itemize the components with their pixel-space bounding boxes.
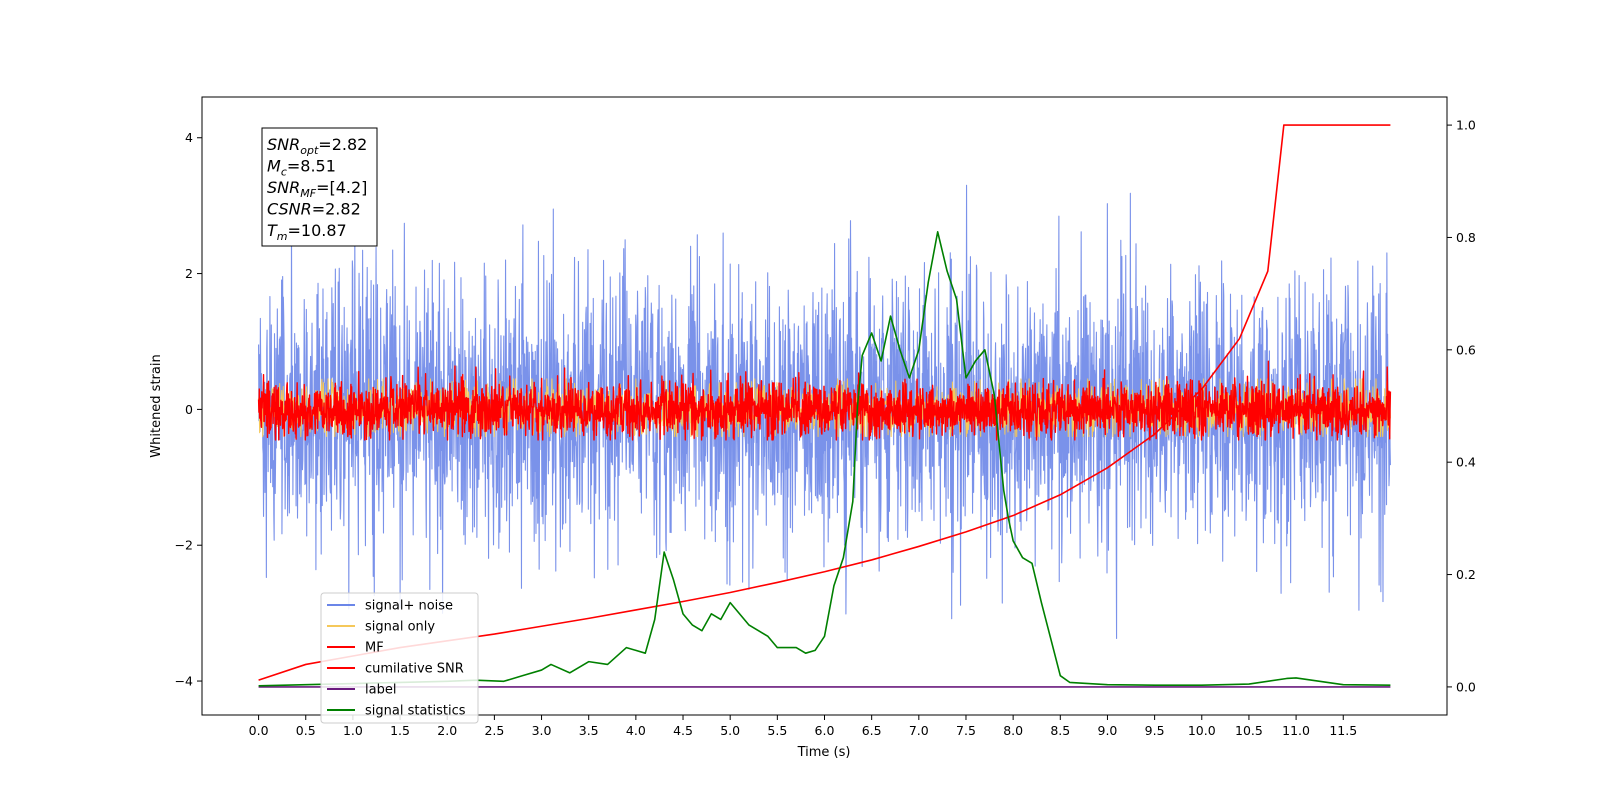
x-tick-label: 8.0: [1003, 723, 1023, 738]
x-tick-label: 2.0: [437, 723, 457, 738]
x-tick-label: 4.0: [626, 723, 646, 738]
x-tick-label: 9.0: [1098, 723, 1118, 738]
x-tick-label: 5.0: [720, 723, 740, 738]
y2-tick-label: 0.0: [1456, 679, 1476, 694]
y-tick-label: −4: [175, 674, 193, 689]
stats-line: Mc=8.51: [267, 157, 336, 179]
legend-entry: signal only: [365, 620, 435, 635]
x-tick-label: 11.5: [1329, 723, 1357, 738]
legend-box: [320, 592, 479, 724]
x-tick-label: 3.0: [532, 723, 552, 738]
y2-tick-label: 0.8: [1456, 230, 1476, 245]
y2-tick-label: 1.0: [1456, 118, 1476, 133]
series-line-mf: [257, 360, 1392, 441]
y-tick-label: 4: [185, 130, 193, 145]
x-tick-label: 9.5: [1145, 723, 1165, 738]
legend-entry: cumilative SNR: [365, 662, 464, 677]
x-tick-label: 11.0: [1282, 723, 1310, 738]
x-tick-label: 5.5: [767, 723, 787, 738]
x-axis: 0.0 0.5 1.0 1.5 2.0 2.5 3.0 3.5 4.0 4.5 5.0 5.5 6.0 6…: [249, 715, 1357, 738]
y-axis-right: 0.0 0.2 0.4 0.6 0.8 1.0: [1447, 118, 1476, 694]
x-tick-label: 10.0: [1188, 723, 1216, 738]
x-tick-label: 0.0: [249, 723, 269, 738]
legend-entry: MF: [365, 641, 384, 656]
y2-tick-label: 0.4: [1456, 455, 1476, 470]
x-tick-label: 6.0: [815, 723, 835, 738]
x-tick-label: 8.5: [1050, 723, 1070, 738]
y-axis-label: Whitened strain: [149, 354, 164, 457]
stats-line: SNRMF=[4.2]: [267, 178, 367, 200]
legend-entry: label: [365, 683, 396, 698]
x-tick-label: 7.0: [909, 723, 929, 738]
x-tick-label: 0.5: [296, 723, 316, 738]
legend: signal+ noise signal only MF cumilative SNR…: [320, 592, 479, 724]
stats-annotation-box: [261, 127, 378, 247]
stats-line: CSNR=2.82: [267, 200, 361, 219]
y-axis-left: −4 −2 0 2 4: [175, 130, 202, 689]
y2-tick-label: 0.2: [1456, 567, 1476, 582]
x-tick-label: 10.5: [1235, 723, 1263, 738]
legend-entry: signal statistics: [365, 704, 466, 719]
x-tick-label: 4.5: [673, 723, 693, 738]
series-line-signal-statistics: [258, 231, 1391, 687]
x-tick-label: 7.5: [956, 723, 976, 738]
x-tick-label: 3.5: [579, 723, 599, 738]
stats-line: Tm=10.87: [267, 221, 347, 243]
x-tick-label: 1.0: [343, 723, 363, 738]
legend-entry: signal+ noise: [365, 599, 453, 614]
x-tick-label: 6.5: [862, 723, 882, 738]
x-tick-label: 2.5: [484, 723, 504, 738]
x-axis-label: Time (s): [797, 745, 851, 760]
y-tick-label: 0: [185, 402, 193, 417]
y-tick-label: 2: [185, 266, 193, 281]
x-tick-label: 1.5: [390, 723, 410, 738]
stats-line: SNRopt=2.82: [267, 135, 367, 157]
y-tick-label: −2: [175, 538, 193, 553]
y2-tick-label: 0.6: [1456, 342, 1476, 357]
